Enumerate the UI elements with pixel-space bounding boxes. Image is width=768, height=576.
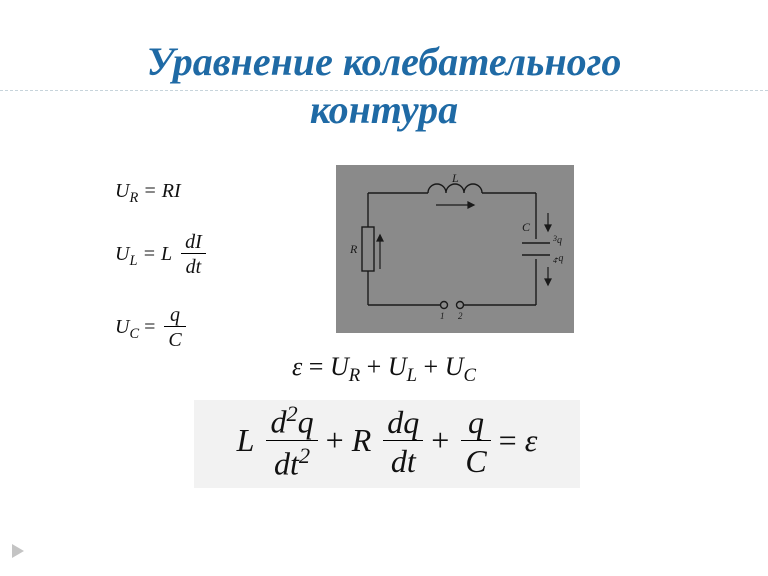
kirchhoff-equation: ε = UR + UL + UC: [0, 352, 768, 387]
kirch-ur-sub: R: [349, 365, 360, 386]
circuit-label-C: C: [522, 220, 531, 234]
slide-corner-arrow-icon: [12, 544, 24, 558]
de-f1-den: dt2: [266, 441, 317, 485]
eq-ul-den: dt: [181, 254, 206, 280]
kirch-plus2: +: [417, 352, 445, 381]
kirch-ur: U: [330, 352, 349, 381]
kirch-plus1: +: [360, 352, 388, 381]
de-f3-num: q: [461, 405, 490, 441]
circuit-label-4: 4: [553, 256, 557, 265]
kirch-eq: =: [302, 352, 330, 381]
de-f1-num: d2q: [266, 402, 317, 441]
circuit-label-2: 2: [458, 311, 463, 321]
de-f3-den: C: [461, 441, 490, 483]
de-eq: =: [499, 422, 525, 458]
equations-column: UR = RI UL = L dI dt UC = q C: [115, 180, 335, 377]
circuit-label-1: 1: [440, 311, 445, 321]
differential-equation: L d2q dt2 + R dq dt + q C = ε: [237, 402, 538, 485]
eq-ul-eq: = L: [137, 243, 172, 265]
eq-ur-u: U: [115, 180, 129, 202]
de-plus2: +: [431, 422, 457, 458]
eq-uc-sub: C: [129, 326, 139, 342]
circuit-label-L: L: [451, 171, 459, 185]
eq-ul-num: dI: [181, 231, 206, 254]
title-line1: Уравнение колебательного: [147, 39, 622, 84]
title-line2: контура: [310, 87, 458, 132]
de-f1: d2q dt2: [266, 402, 317, 485]
eq-uc-den: C: [164, 327, 185, 353]
differential-equation-box: L d2q dt2 + R dq dt + q C = ε: [194, 400, 580, 488]
eq-uc-u: U: [115, 316, 129, 338]
kirch-eps: ε: [292, 352, 302, 381]
kirch-uc-sub: C: [463, 365, 475, 386]
eq-ur-sub: R: [129, 190, 138, 206]
de-R: R: [352, 422, 372, 458]
de-plus1: +: [326, 422, 352, 458]
de-f2: dq dt: [383, 405, 423, 483]
circuit-label-R: R: [349, 242, 358, 256]
kirch-uc: U: [445, 352, 464, 381]
kirch-ul-sub: L: [407, 365, 417, 386]
eq-ul: UL = L dI dt: [115, 231, 335, 280]
eq-uc-num: q: [164, 304, 185, 327]
circuit-label-3: 3: [552, 234, 557, 243]
kirch-ul: U: [388, 352, 407, 381]
de-L: L: [237, 422, 255, 458]
circuit-diagram: L R C q -q 3 4 1 2: [336, 165, 574, 333]
eq-ul-u: U: [115, 243, 129, 265]
de-f3: q C: [461, 405, 490, 483]
de-eps: ε: [525, 422, 538, 458]
de-f2-den: dt: [383, 441, 423, 483]
eq-uc: UC = q C: [115, 304, 335, 353]
eq-ur: UR = RI: [115, 180, 335, 207]
circuit-label-q: q: [557, 235, 562, 246]
slide-title: Уравнение колебательного контура: [0, 38, 768, 134]
de-f2-num: dq: [383, 405, 423, 441]
eq-ur-right: = RI: [138, 180, 180, 202]
eq-uc-eq: =: [139, 316, 160, 338]
eq-ul-frac: dI dt: [181, 231, 206, 280]
eq-uc-frac: q C: [164, 304, 185, 353]
